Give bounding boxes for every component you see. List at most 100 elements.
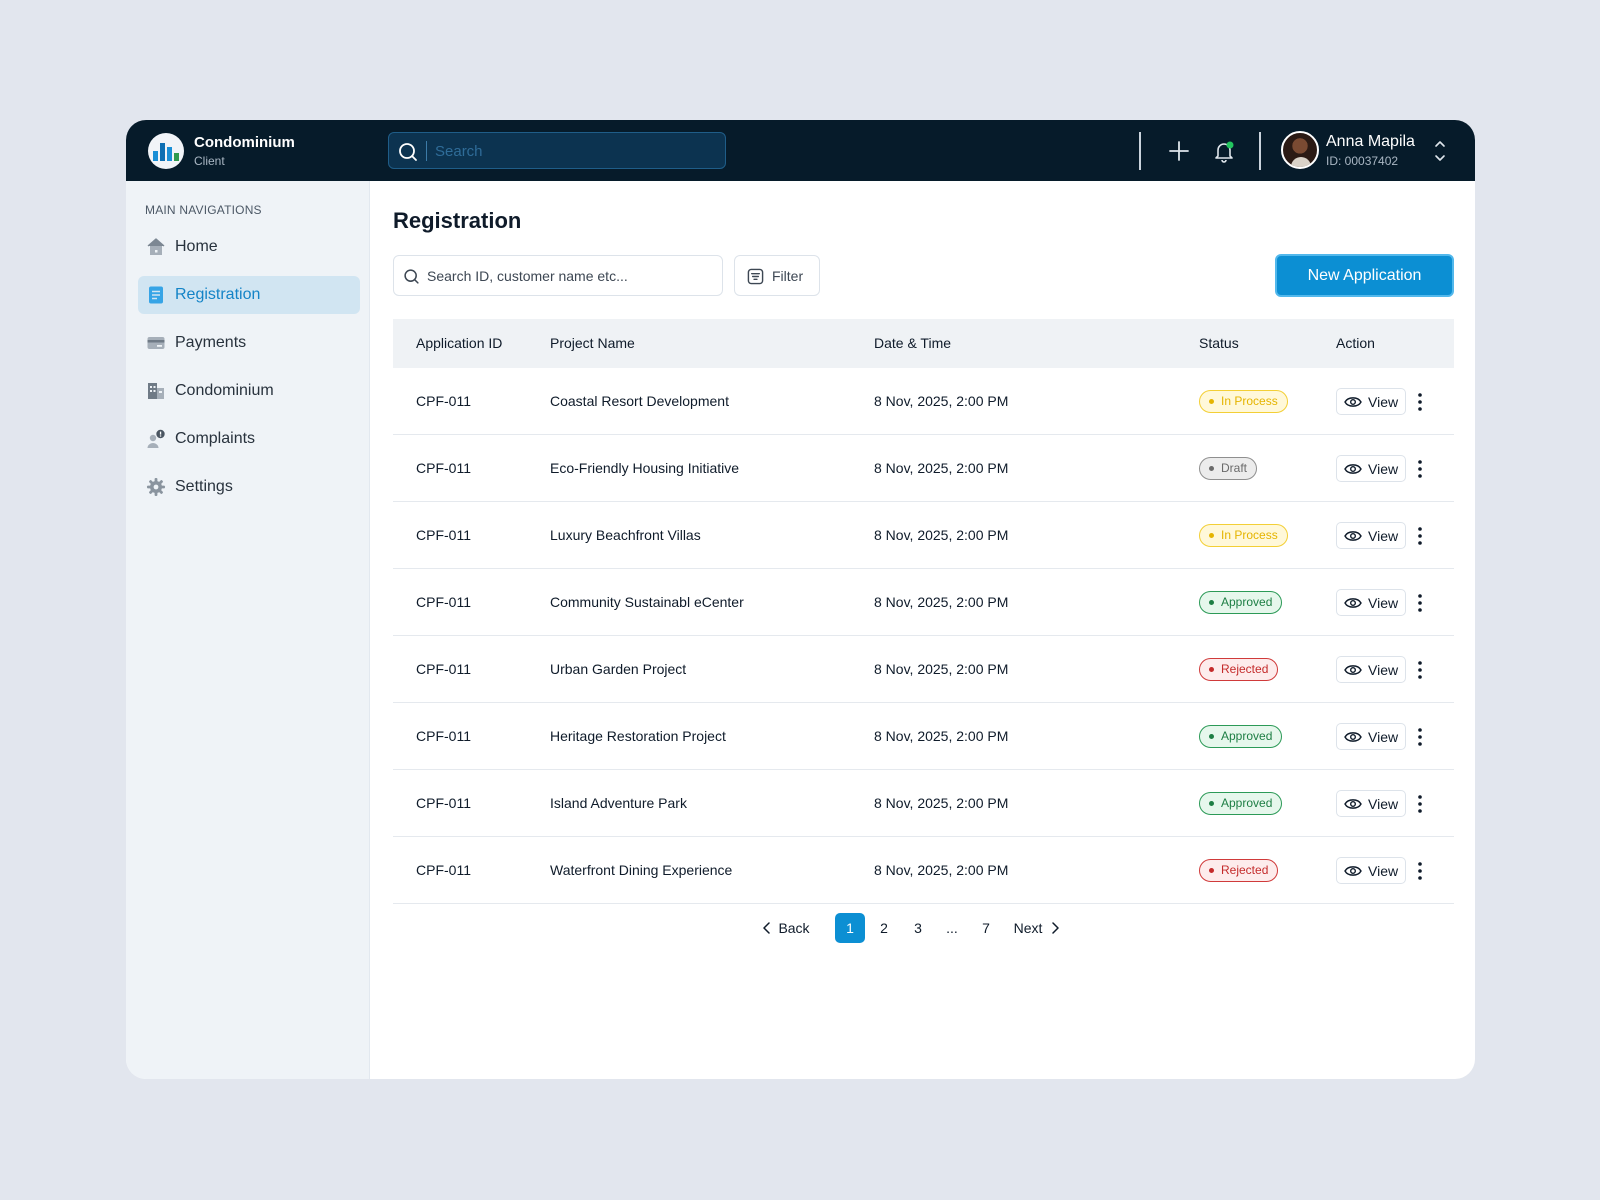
search-icon	[399, 143, 417, 161]
more-options-icon[interactable]	[1413, 658, 1427, 682]
sidebar-item-label: Home	[175, 238, 218, 255]
view-button[interactable]: View	[1336, 790, 1406, 817]
more-options-icon[interactable]	[1413, 859, 1427, 883]
filter-label: Filter	[772, 268, 804, 284]
date-time: 8 Nov, 2025, 2:00 PM	[874, 527, 1009, 543]
back-label: Back	[778, 920, 810, 936]
status-badge: Draft	[1199, 457, 1258, 480]
pagination-next-button[interactable]: Next	[1007, 913, 1067, 943]
view-label: View	[1368, 796, 1399, 812]
date-time: 8 Nov, 2025, 2:00 PM	[874, 594, 1009, 610]
eye-icon	[1344, 732, 1362, 742]
project-name: Coastal Resort Development	[550, 393, 729, 409]
view-button[interactable]: View	[1336, 589, 1406, 616]
add-icon[interactable]	[1166, 138, 1192, 164]
sidebar-item-settings[interactable]: Settings	[138, 468, 360, 506]
view-label: View	[1368, 729, 1399, 745]
eye-icon	[1344, 464, 1362, 474]
view-button[interactable]: View	[1336, 656, 1406, 683]
column-header-application-id[interactable]: Application ID	[416, 335, 503, 351]
view-button[interactable]: View	[1336, 388, 1406, 415]
view-label: View	[1368, 863, 1399, 879]
sidebar-item-label: Settings	[175, 478, 233, 495]
column-header-project-name[interactable]: Project Name	[550, 335, 635, 351]
page-7-button[interactable]: 7	[982, 920, 990, 936]
table-row: CPF-011 Waterfront Dining Experience 8 N…	[393, 837, 1454, 904]
table-row: CPF-011 Coastal Resort Development 8 Nov…	[393, 368, 1454, 435]
topbar-divider	[1139, 132, 1141, 170]
table-row: CPF-011 Luxury Beachfront Villas 8 Nov, …	[393, 502, 1454, 569]
pagination-back-button[interactable]: Back	[756, 913, 816, 943]
pagination-ellipsis: ...	[946, 920, 958, 936]
sidebar-item-payments[interactable]: Payments	[138, 324, 360, 362]
more-options-icon[interactable]	[1413, 792, 1427, 816]
status-badge: In Process	[1199, 390, 1288, 413]
column-header-date-time[interactable]: Date & Time	[874, 335, 952, 351]
view-label: View	[1368, 461, 1399, 477]
notification-bell-icon[interactable]	[1211, 138, 1237, 164]
project-name: Heritage Restoration Project	[550, 728, 726, 744]
status-badge: Approved	[1199, 725, 1283, 748]
nav-heading: MAIN NAVIGATIONS	[145, 203, 262, 217]
search-divider	[426, 141, 427, 161]
view-label: View	[1368, 528, 1399, 544]
building-icon	[148, 383, 164, 399]
page-2-button[interactable]: 2	[880, 920, 888, 936]
view-button[interactable]: View	[1336, 455, 1406, 482]
filter-button[interactable]: Filter	[734, 255, 820, 296]
more-options-icon[interactable]	[1413, 524, 1427, 548]
gear-icon	[147, 478, 165, 496]
sidebar-item-condominium[interactable]: Condominium	[138, 372, 360, 410]
main-content: Registration Filter New Application Appl…	[370, 181, 1475, 1079]
table-search	[393, 255, 723, 296]
view-button[interactable]: View	[1336, 522, 1406, 549]
application-id: CPF-011	[416, 728, 471, 744]
filter-icon	[747, 268, 764, 285]
page-title: Registration	[393, 208, 522, 233]
application-id: CPF-011	[416, 393, 471, 409]
view-button[interactable]: View	[1336, 723, 1406, 750]
user-id: ID: 00037402	[1326, 154, 1399, 168]
view-label: View	[1368, 662, 1399, 678]
condominium-logo-icon	[148, 133, 184, 169]
status-badge: In Process	[1199, 524, 1288, 547]
application-id: CPF-011	[416, 460, 471, 476]
more-options-icon[interactable]	[1413, 457, 1427, 481]
table-search-input[interactable]	[427, 267, 712, 285]
project-name: Waterfront Dining Experience	[550, 862, 733, 878]
date-time: 8 Nov, 2025, 2:00 PM	[874, 795, 1009, 811]
topbar-divider	[1259, 132, 1261, 170]
user-name: Anna Mapila	[1326, 133, 1415, 150]
applications-table: Application ID Project Name Date & Time …	[393, 319, 1454, 904]
page-1-button[interactable]: 1	[835, 913, 865, 943]
next-label: Next	[1013, 920, 1043, 936]
sidebar-item-home[interactable]: Home	[138, 228, 360, 266]
more-options-icon[interactable]	[1413, 591, 1427, 615]
eye-icon	[1344, 531, 1362, 541]
status-badge: Rejected	[1199, 859, 1279, 882]
status-badge: Approved	[1199, 792, 1283, 815]
chevron-left-icon	[763, 922, 771, 934]
chevron-up-down-icon[interactable]	[1433, 137, 1447, 165]
new-application-button[interactable]: New Application	[1275, 254, 1454, 297]
table-row: CPF-011 Island Adventure Park 8 Nov, 202…	[393, 770, 1454, 837]
global-search-input[interactable]	[435, 141, 715, 161]
status-badge: Rejected	[1199, 658, 1279, 681]
avatar[interactable]	[1281, 131, 1319, 169]
eye-icon	[1344, 598, 1362, 608]
view-button[interactable]: View	[1336, 857, 1406, 884]
more-options-icon[interactable]	[1413, 725, 1427, 749]
page-3-button[interactable]: 3	[914, 920, 922, 936]
global-search	[388, 132, 726, 169]
application-id: CPF-011	[416, 661, 471, 677]
project-name: Island Adventure Park	[550, 795, 687, 811]
application-id: CPF-011	[416, 795, 471, 811]
eye-icon	[1344, 397, 1362, 407]
sidebar-item-complaints[interactable]: Complaints	[138, 420, 360, 458]
pagination: Back 1 2 3 ... 7 Next	[370, 913, 1475, 945]
column-header-status[interactable]: Status	[1199, 335, 1239, 351]
more-options-icon[interactable]	[1413, 390, 1427, 414]
sidebar-item-label: Registration	[175, 286, 261, 303]
sidebar-item-registration[interactable]: Registration	[138, 276, 360, 314]
date-time: 8 Nov, 2025, 2:00 PM	[874, 460, 1009, 476]
